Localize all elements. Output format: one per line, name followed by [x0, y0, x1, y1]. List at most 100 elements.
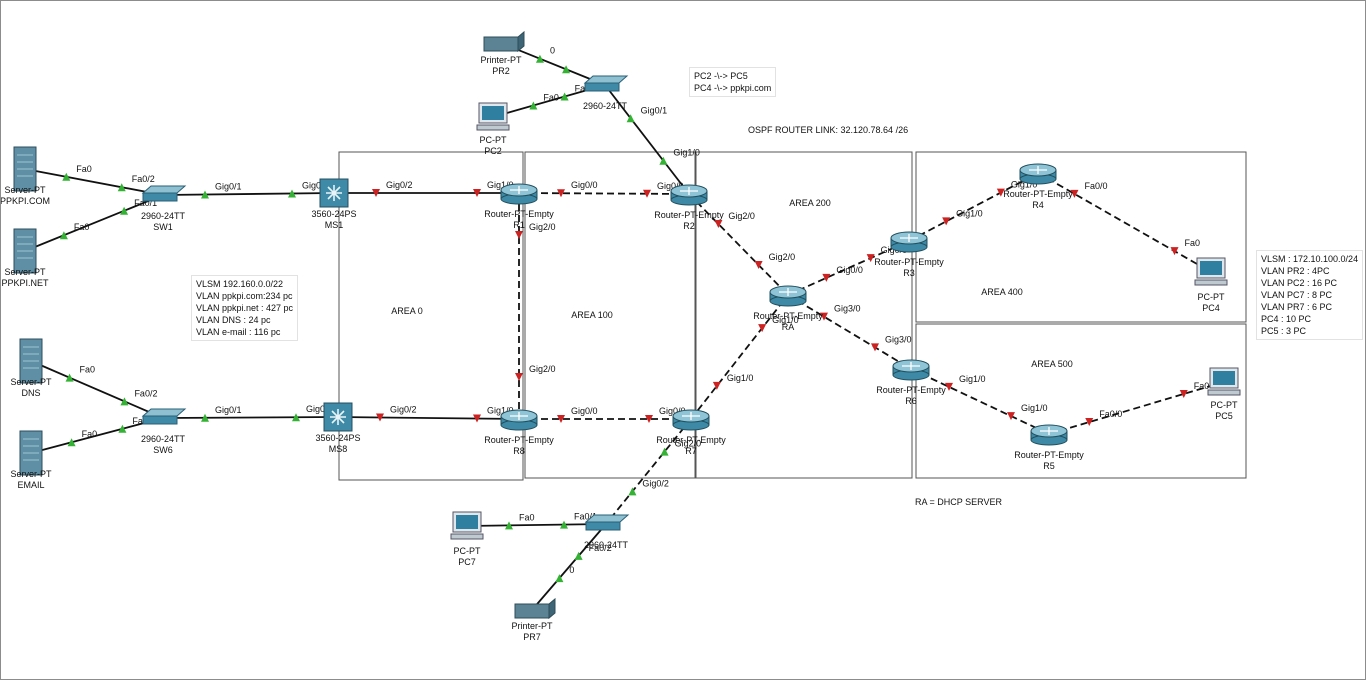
link-status-up-icon [626, 114, 635, 123]
cable-line[interactable] [24, 168, 164, 196]
area-boundary-area0[interactable] [338, 151, 524, 481]
link-r6-r5[interactable]: Gig1/0 Gig1/0 [910, 368, 1050, 435]
link-srv-ppkpi-net-sw1[interactable]: Fa0 Fa0/1 [24, 194, 164, 252]
cable-line[interactable] [162, 192, 335, 196]
cable-line[interactable] [162, 416, 339, 419]
cable-line[interactable] [605, 418, 692, 525]
area-label: AREA 100 [571, 310, 613, 320]
area-boundary-area200[interactable] [695, 151, 913, 479]
device-sw7[interactable]: 2960-24TT [584, 514, 630, 550]
link-r3-r4[interactable]: Gig1/0 Gig1/0 [908, 172, 1039, 242]
device-name-label: PR7 [523, 632, 541, 642]
link-r1-r2[interactable]: Gig0/0 Gig0/0 [518, 180, 690, 198]
link-r5-pc5[interactable]: Fa0/0 Fa0 [1048, 381, 1225, 435]
link-r7-sw7[interactable]: Gig2/0 Gig0/2 [605, 418, 701, 525]
cable-line[interactable] [908, 172, 1039, 242]
cable-line[interactable] [531, 523, 607, 611]
link-pr7-sw7[interactable]: 0 Fa0/2 [531, 523, 612, 611]
port-label: Gig1/0 [487, 406, 514, 416]
cable-line[interactable] [337, 416, 520, 420]
device-sw2[interactable]: 2960-24TT [583, 75, 629, 111]
port-label: Gig1/0 [727, 373, 754, 383]
area-label: AREA 200 [789, 198, 831, 208]
device-type-label: PC-PT [1198, 292, 1226, 302]
device-name-label: PPKPI.NET [1, 278, 49, 288]
area-boundary-area500[interactable] [915, 323, 1247, 479]
link-ms1-r1[interactable]: Gig0/2 Gig1/0 [334, 180, 519, 197]
link-status-down-icon [515, 373, 523, 381]
link-r8-r7[interactable]: Gig0/0 Gig0/0 [519, 406, 691, 423]
cable-line[interactable] [30, 417, 164, 454]
link-sw1-ms1[interactable]: Gig0/1 Gig0/1 [162, 180, 335, 199]
cable-line[interactable] [466, 523, 607, 527]
device-name-label: PR2 [492, 66, 510, 76]
cable-line[interactable] [24, 194, 164, 252]
cable-line[interactable] [690, 294, 789, 420]
port-label: Gig0/0 [571, 180, 598, 190]
cable-line[interactable] [518, 192, 690, 195]
port-label: Fa0 [1194, 381, 1210, 391]
device-name-label: PC4 [1202, 303, 1220, 313]
link-r2-ra[interactable]: Gig2/0 Gig2/0 [688, 193, 795, 296]
area-boundary-area400[interactable] [915, 151, 1247, 323]
link-srv-dns-sw6[interactable]: Fa0 Fa0/2 [30, 360, 164, 419]
device-type-label: 2960-24TT [141, 434, 186, 444]
link-pc7-sw7[interactable]: Fa0 Fa0/1 [466, 512, 607, 530]
port-label: Fa0/1 [134, 198, 157, 208]
link-sw6-ms8[interactable]: Gig0/1 Gig0/1 [162, 404, 339, 422]
device-type-label: Printer-PT [511, 621, 553, 631]
device-name-label: R4 [1032, 200, 1044, 210]
link-status-down-icon [1179, 389, 1188, 398]
link-r7-ra[interactable]: Gig1/0 Gig1/0 [690, 294, 799, 420]
cable-line[interactable] [910, 368, 1050, 435]
area-boundary-area100[interactable] [524, 151, 696, 479]
link-status-down-icon [643, 189, 652, 198]
link-r1-r8[interactable]: Gig2/0 Gig2/0 [515, 193, 556, 419]
cable-line[interactable] [604, 84, 690, 195]
link-r4-pc4[interactable]: Fa0/0 Fa0 [1037, 172, 1212, 273]
port-label: Fa0/2 [132, 174, 155, 184]
cable-line[interactable] [1048, 381, 1225, 435]
link-ms8-r8[interactable]: Gig0/2 Gig1/0 [337, 404, 520, 423]
link-sw2-r2[interactable]: Gig0/1 Gig1/0 [604, 84, 700, 195]
switch-icon [141, 408, 187, 417]
cable-line[interactable] [787, 294, 912, 370]
device-name-label: PPKPI.COM [1, 196, 50, 206]
link-srv-ppkpi-com-sw1[interactable]: Fa0 Fa0/2 [24, 164, 164, 196]
cable-line[interactable] [30, 360, 164, 419]
cable-line[interactable] [1037, 172, 1212, 273]
cable-line[interactable] [688, 193, 789, 296]
cable-line[interactable] [787, 240, 910, 296]
link-status-up-icon [292, 413, 301, 422]
port-label: Gig1/0 [772, 315, 799, 325]
port-label: Gig0/0 [571, 406, 598, 416]
link-ra-r6[interactable]: Gig3/0 Gig3/0 [787, 294, 912, 370]
port-label: Gig2/0 [728, 211, 755, 221]
